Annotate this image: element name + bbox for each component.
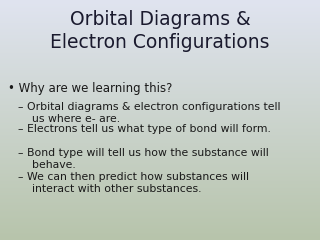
Text: – Orbital diagrams & electron configurations tell
    us where e- are.: – Orbital diagrams & electron configurat… [18, 102, 281, 124]
Text: – Bond type will tell us how the substance will
    behave.: – Bond type will tell us how the substan… [18, 148, 269, 170]
Text: • Why are we learning this?: • Why are we learning this? [8, 82, 172, 95]
Text: Orbital Diagrams &
Electron Configurations: Orbital Diagrams & Electron Configuratio… [50, 10, 270, 52]
Text: – We can then predict how substances will
    interact with other substances.: – We can then predict how substances wil… [18, 172, 249, 194]
Text: – Electrons tell us what type of bond will form.: – Electrons tell us what type of bond wi… [18, 124, 271, 134]
